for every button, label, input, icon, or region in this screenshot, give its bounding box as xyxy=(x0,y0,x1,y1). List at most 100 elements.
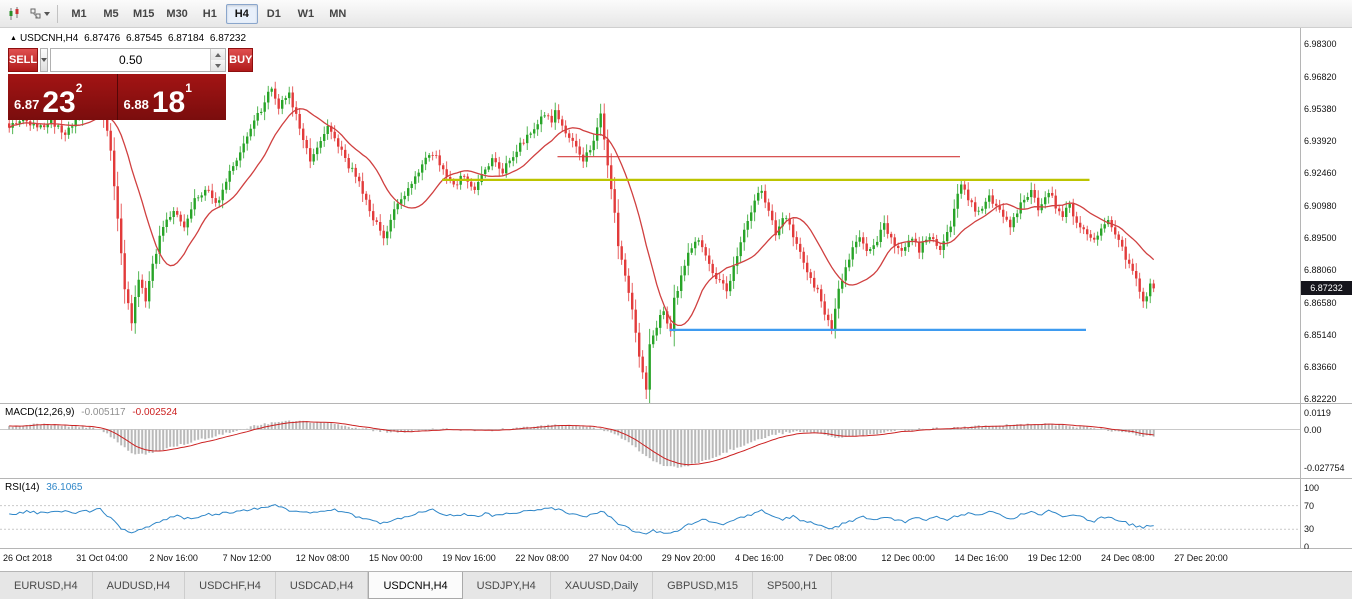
macd-header: MACD(12,26,9) -0.005117 -0.002524 xyxy=(5,407,181,418)
scale-separator xyxy=(1300,28,1301,548)
price-scale-label: 6.98300 xyxy=(1304,39,1337,50)
buy-price-sup: 1 xyxy=(185,81,192,95)
time-axis-label: 31 Oct 04:00 xyxy=(76,553,128,563)
objects-icon xyxy=(30,8,41,18)
sell-price-sup: 2 xyxy=(75,81,83,95)
rsi-scale[interactable]: 100 70 30 0 xyxy=(1301,479,1352,552)
objects-dropdown-icon[interactable] xyxy=(28,3,52,25)
price-scale-label: 6.93920 xyxy=(1304,135,1337,146)
tab-sp500-h1[interactable]: SP500,H1 xyxy=(753,572,833,599)
volume-spin-down[interactable] xyxy=(211,60,226,71)
chevron-down-icon xyxy=(215,63,222,68)
time-axis-label: 22 Nov 08:00 xyxy=(515,553,569,563)
one-click-trade-panel: SELL BUY 6.87 23 2 6.88 18 1 xyxy=(8,48,254,120)
sell-button[interactable]: SELL xyxy=(8,48,39,72)
symbol-label: USDCNH,H4 xyxy=(19,33,79,44)
sell-price-small: 6.87 xyxy=(14,97,40,112)
volume-input[interactable] xyxy=(51,49,211,71)
ohlc-header: ▲ USDCNH,H4 6.87476 6.87545 6.87184 6.872… xyxy=(10,33,249,44)
timeframe-h1-button[interactable]: H1 xyxy=(202,7,217,20)
time-axis-label: 14 Dec 16:00 xyxy=(954,553,1009,563)
high-value: 6.87545 xyxy=(126,33,163,44)
timeframe-mn-button[interactable]: MN xyxy=(329,7,347,20)
rsi-title: RSI(14) xyxy=(5,482,40,493)
rsi-scale-label: 70 xyxy=(1304,500,1315,511)
tab-usdcnh-h4[interactable]: USDCNH,H4 xyxy=(368,572,463,599)
timeframe-h4-button[interactable]: H4 xyxy=(225,3,258,24)
time-axis-label: 29 Nov 20:00 xyxy=(661,553,716,563)
macd-title: MACD(12,26,9) xyxy=(5,407,75,418)
candlestick-chart-icon xyxy=(9,6,19,20)
price-scale-label: 6.82220 xyxy=(1304,394,1337,405)
buy-button[interactable]: BUY xyxy=(228,48,254,72)
time-axis-label: 27 Dec 20:00 xyxy=(1174,553,1228,563)
timeframe-m30-button[interactable]: M30 xyxy=(166,7,188,20)
time-axis-label: 26 Oct 2018 xyxy=(3,553,53,563)
time-axis-label: 7 Nov 12:00 xyxy=(222,553,272,563)
close-value: 6.87232 xyxy=(209,33,247,44)
tab-xauusd-daily[interactable]: XAUUSD,Daily xyxy=(550,572,654,599)
rsi-scale-label: 100 xyxy=(1304,482,1320,493)
time-axis-label: 7 Dec 08:00 xyxy=(808,553,857,563)
price-scale[interactable]: 6.87232 6.98300 6.96820 6.95380 6.93920 6.92… xyxy=(1301,28,1352,405)
price-scale-label: 6.95380 xyxy=(1304,103,1337,114)
sell-price-big: 23 xyxy=(42,85,76,119)
price-scale-label: 6.86580 xyxy=(1304,297,1337,308)
volume-spin-up[interactable] xyxy=(211,49,226,60)
macd-canvas[interactable] xyxy=(0,404,1300,478)
macd-value: -0.005117 xyxy=(81,407,126,418)
macd-scale-label: -0.027754 xyxy=(1304,463,1345,474)
buy-price-big: 18 xyxy=(151,85,186,119)
sell-price[interactable]: 6.87 23 2 xyxy=(8,74,118,120)
buy-price[interactable]: 6.88 18 1 xyxy=(117,74,226,120)
time-axis-label: 2 Nov 16:00 xyxy=(149,553,198,563)
timeframe-d1-button[interactable]: D1 xyxy=(266,7,281,20)
current-price-badge: 6.87232 xyxy=(1301,281,1352,296)
macd-scale[interactable]: 0.0119 0.00 -0.027754 xyxy=(1301,404,1352,478)
time-axis-label: 12 Dec 00:00 xyxy=(881,553,935,563)
volume-spinners xyxy=(210,49,226,71)
rsi-scale-label: 0 xyxy=(1304,541,1310,552)
macd-signal-value: -0.002524 xyxy=(132,407,178,418)
time-axis-label: 27 Nov 04:00 xyxy=(588,553,643,563)
tab-audusd-h4[interactable]: AUDUSD,H4 xyxy=(92,572,186,599)
tab-eurusd-h4[interactable]: EURUSD,H4 xyxy=(0,572,93,599)
tab-usdcad-h4[interactable]: USDCAD,H4 xyxy=(275,572,369,599)
rsi-canvas[interactable] xyxy=(0,479,1300,548)
timeframe-m15-button[interactable]: M15 xyxy=(133,7,155,20)
tab-usdjpy-h4[interactable]: USDJPY,H4 xyxy=(462,572,551,599)
open-value: 6.87476 xyxy=(84,33,121,44)
price-scale-label: 6.96820 xyxy=(1304,71,1337,82)
symbol-tabs: EURUSD,H4 AUDUSD,H4 USDCHF,H4 USDCAD,H4 USDC… xyxy=(0,571,1352,599)
volume-box xyxy=(50,48,227,72)
timeframe-m1-button[interactable]: M1 xyxy=(71,7,87,20)
price-scale-label: 6.89500 xyxy=(1304,233,1337,244)
price-scale-label: 6.83660 xyxy=(1304,362,1337,373)
macd-scale-label: 0.0119 xyxy=(1304,407,1331,418)
rsi-value: 36.1065 xyxy=(46,482,83,493)
tab-usdchf-h4[interactable]: USDCHF,H4 xyxy=(185,572,276,599)
panel-separator[interactable] xyxy=(0,403,1352,404)
tab-gbpusd-m15[interactable]: GBPUSD,M15 xyxy=(653,572,754,599)
time-axis-label: 19 Dec 12:00 xyxy=(1027,553,1082,563)
price-scale-label: 6.92460 xyxy=(1304,168,1337,178)
time-axis-label: 12 Nov 08:00 xyxy=(295,553,350,563)
chevron-down-icon xyxy=(41,58,48,62)
price-scale-label: 6.90980 xyxy=(1304,200,1337,211)
toolbar: M1 M5 M15 M30 H1 H4 D1 W1 MN xyxy=(0,0,1352,28)
timeframe-m5-button[interactable]: M5 xyxy=(103,7,119,20)
price-scale-label: 6.85140 xyxy=(1304,329,1337,340)
timeframe-w1-button[interactable]: W1 xyxy=(297,7,315,20)
macd-scale-label: 0.00 xyxy=(1304,424,1322,435)
axis-separator xyxy=(0,548,1352,549)
panel-separator[interactable] xyxy=(0,478,1352,479)
time-axis-label: 4 Dec 16:00 xyxy=(735,553,784,563)
chevron-down-icon xyxy=(44,11,50,16)
symbol-marker-icon: ▲ xyxy=(10,35,17,42)
time-axis[interactable]: 26 Oct 2018 31 Oct 04:00 2 Nov 16:00 7 Nov … xyxy=(0,549,1352,571)
chart-window-icon[interactable] xyxy=(3,3,27,25)
toolbar-separator xyxy=(57,4,58,23)
time-axis-label: 24 Dec 08:00 xyxy=(1101,553,1155,563)
order-type-dropdown[interactable] xyxy=(40,48,49,72)
